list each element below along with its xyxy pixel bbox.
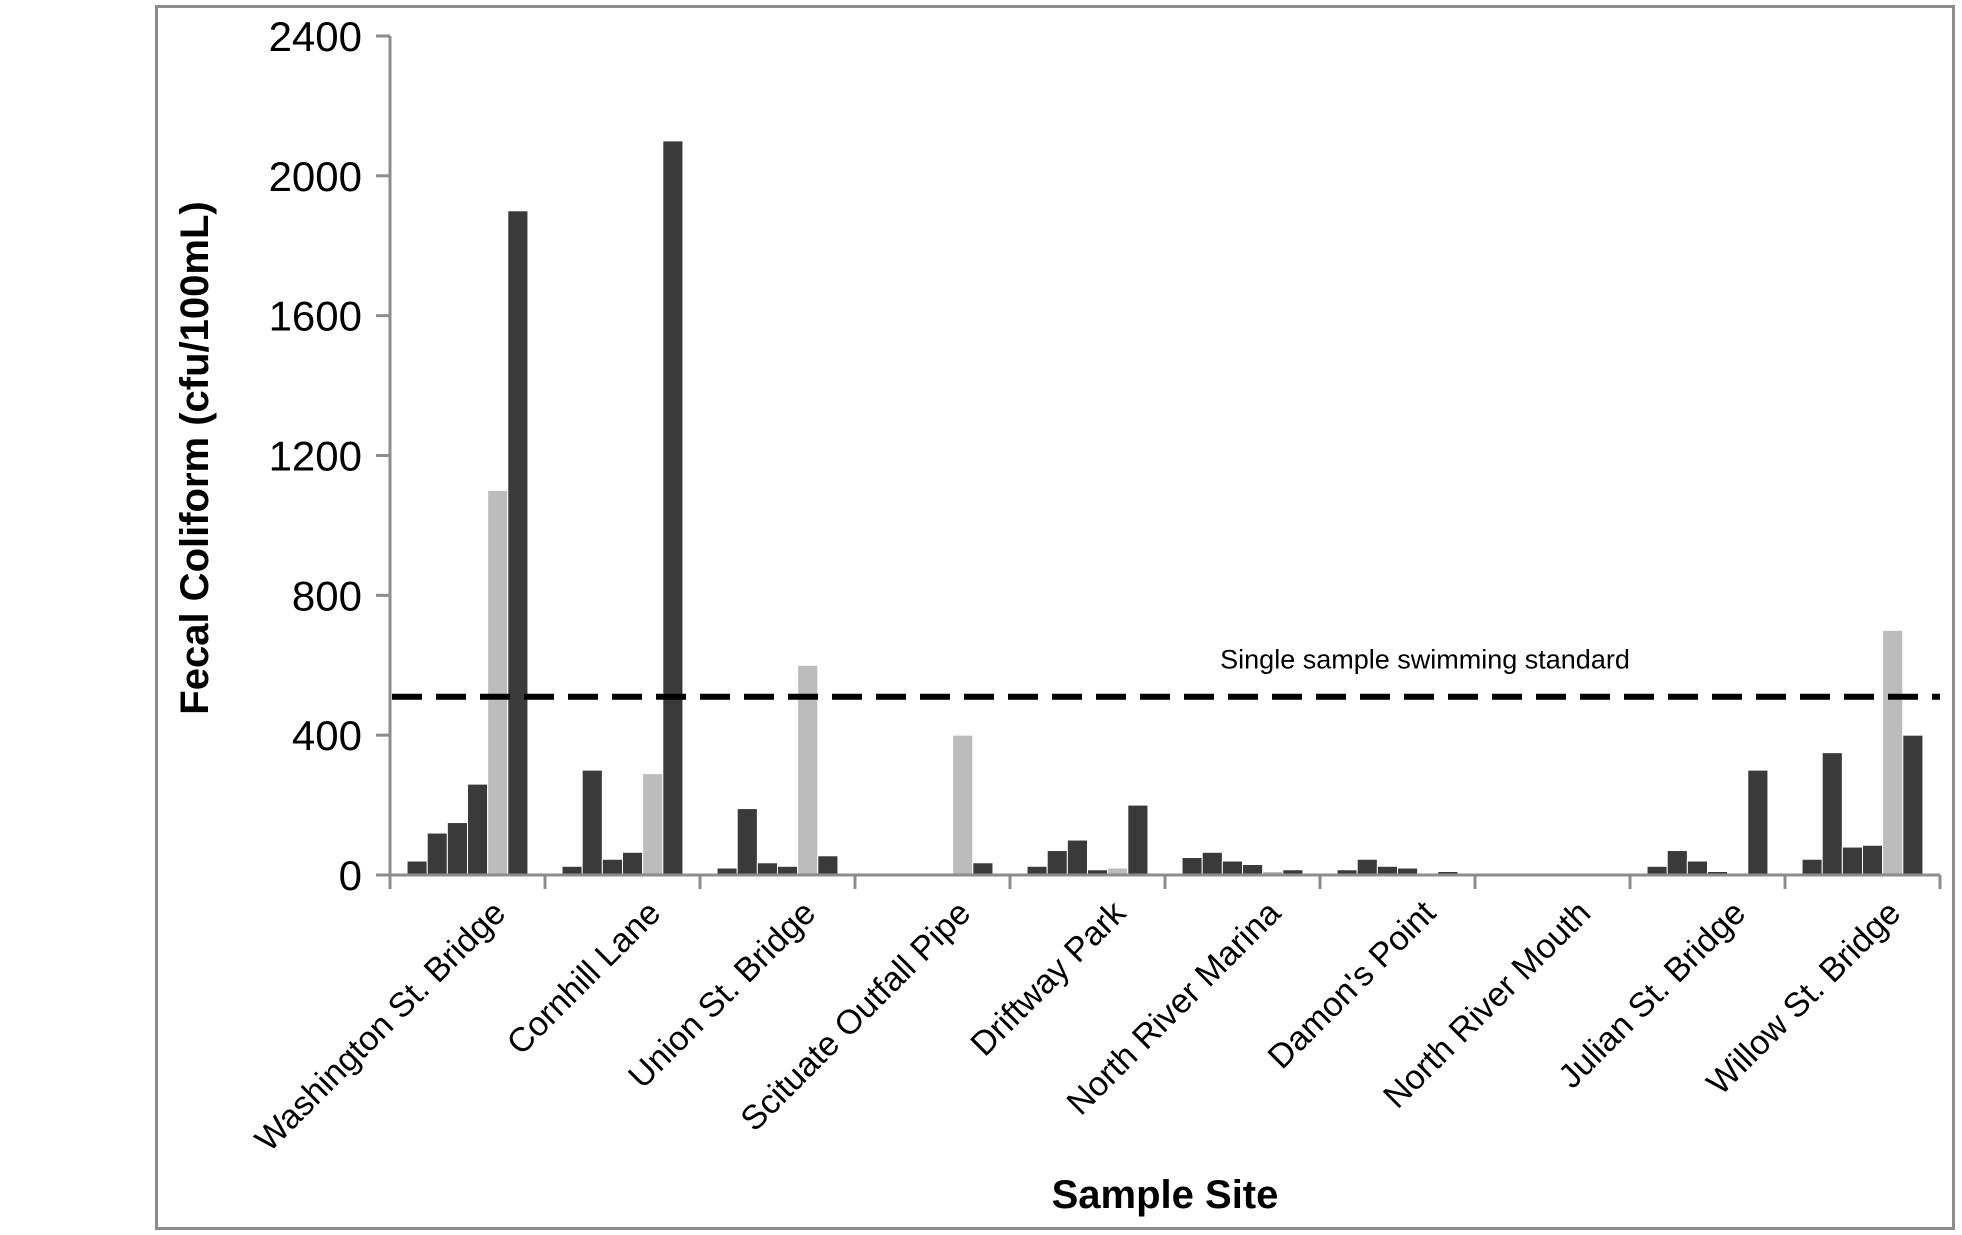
bar	[1841, 846, 1863, 876]
bar	[1046, 850, 1068, 876]
bar	[1902, 734, 1924, 876]
bar	[1666, 850, 1688, 876]
y-tick-label: 2400	[269, 13, 362, 60]
bar	[446, 822, 469, 876]
y-axis-title: Fecal Coliform (cfu/100mL)	[173, 201, 217, 714]
bar	[1862, 844, 1884, 876]
bar	[601, 858, 623, 876]
reference-layer: Single sample swimming standard	[392, 645, 1940, 700]
bars-layer	[406, 140, 1924, 876]
bar	[622, 851, 644, 876]
bar	[1201, 851, 1223, 876]
bar	[1821, 752, 1843, 876]
bar	[1221, 860, 1243, 876]
bar	[817, 855, 839, 876]
bar	[507, 210, 529, 876]
y-tick-label: 1600	[269, 293, 362, 340]
bar	[756, 862, 778, 876]
bar	[1801, 858, 1823, 876]
bar	[736, 808, 758, 876]
bar	[662, 140, 684, 876]
bar	[972, 862, 994, 876]
category-label: Driftway Park	[963, 893, 1134, 1064]
swimming-standard-label: Single sample swimming standard	[1220, 645, 1630, 675]
bar	[1356, 858, 1378, 876]
y-tick-label: 0	[339, 852, 362, 899]
y-tick-label: 800	[292, 572, 362, 619]
bar	[487, 489, 509, 876]
y-ticks: 0 400 800 1200 1600 2000 2400	[269, 13, 390, 899]
bar	[642, 773, 664, 876]
bar	[1066, 839, 1088, 876]
bar	[426, 832, 448, 876]
bar	[1747, 769, 1769, 876]
bar	[1181, 857, 1203, 876]
chart-frame	[155, 5, 1955, 1230]
bar	[952, 734, 974, 876]
bar	[467, 783, 489, 876]
y-tick-label: 400	[292, 712, 362, 759]
category-label: Cornhill Lane	[500, 894, 669, 1063]
bar	[1686, 860, 1708, 876]
y-tick-label: 1200	[269, 433, 362, 480]
bar	[406, 860, 428, 876]
bar	[581, 769, 603, 876]
category-label: Washington St. Bridge	[248, 894, 513, 1159]
x-axis-title: Sample Site	[1052, 1173, 1279, 1217]
bar	[1127, 804, 1149, 876]
y-tick-label: 2000	[269, 153, 362, 200]
bar	[1882, 629, 1904, 876]
bar	[1242, 864, 1264, 876]
axes-layer	[388, 36, 1940, 877]
